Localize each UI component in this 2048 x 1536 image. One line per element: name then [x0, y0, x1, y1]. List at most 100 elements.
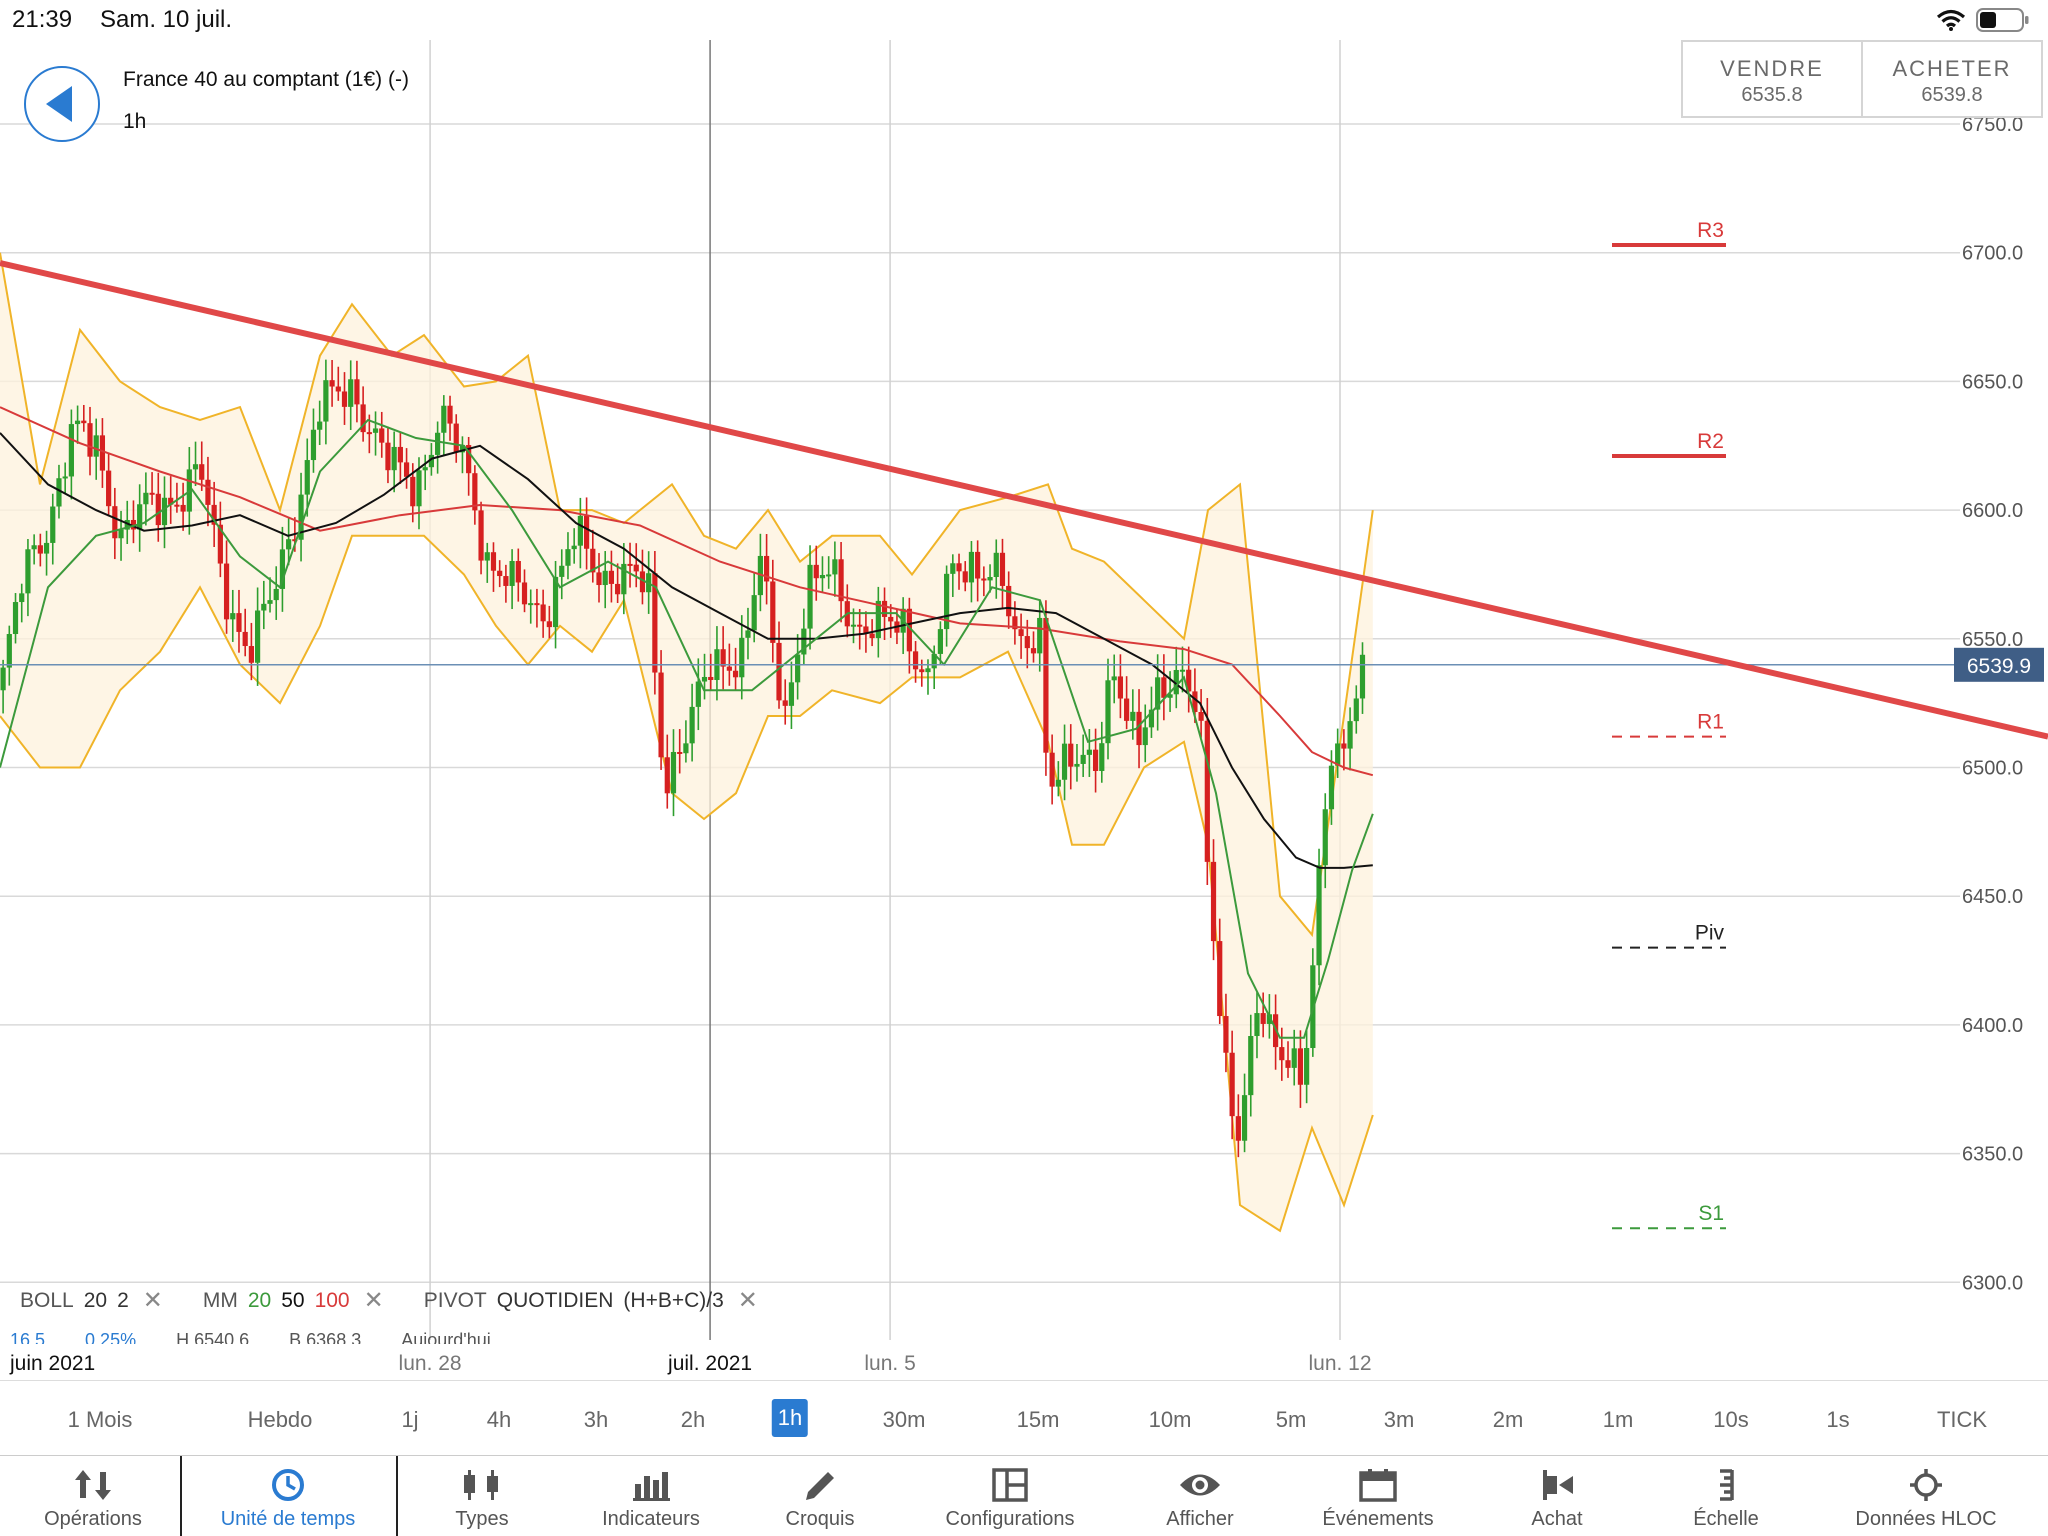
scale-ruler-icon — [1720, 1469, 1734, 1501]
candle-body — [56, 478, 62, 507]
candle-body — [608, 570, 615, 584]
candle-body — [689, 706, 695, 744]
mm-100: 100 — [314, 1288, 350, 1312]
chart-canvas[interactable]: 6300.0 6350.0 6400.0 6450.0 6500.0 6550.0 6600… — [0, 40, 2048, 1380]
candle-body — [298, 494, 304, 540]
candle-body — [1285, 1060, 1291, 1068]
price-chart[interactable]: 6300.0 6350.0 6400.0 6450.0 6500.0 6550.0 6600… — [0, 40, 2048, 1380]
candle-body — [391, 446, 397, 471]
remove-boll-icon[interactable]: ✕ — [142, 1287, 163, 1314]
sell-button[interactable]: VENDRE 6535.8 — [1683, 42, 1861, 116]
candle-body — [1322, 809, 1328, 866]
candle-body — [912, 651, 919, 670]
back-button[interactable] — [24, 66, 100, 142]
candle-body — [881, 600, 888, 617]
x-tick-label: lun. 28 — [399, 1352, 462, 1375]
candle-body — [267, 600, 273, 604]
candle-body — [577, 515, 583, 546]
remove-pivot-icon[interactable]: ✕ — [737, 1287, 758, 1314]
y-tick-label: 6350.0 — [1962, 1144, 2023, 1166]
candle-body — [62, 476, 68, 479]
candle-body — [1304, 1048, 1310, 1085]
pivot-name[interactable]: PIVOT — [423, 1288, 487, 1312]
pivot-period: QUOTIDIEN — [496, 1288, 614, 1312]
candle-body — [422, 467, 428, 471]
toolbar-hloc-data[interactable]: Données HLOC — [1826, 1456, 2026, 1536]
status-date: Sam. 10 juil. — [100, 6, 233, 33]
toolbar-time-unit[interactable]: Unité de temps — [183, 1456, 393, 1536]
toolbar-indicators[interactable]: Indicateurs — [566, 1456, 736, 1536]
candle-body — [199, 464, 205, 480]
y-tick-label: 6550.0 — [1962, 629, 2023, 651]
pencil-icon — [806, 1472, 834, 1500]
timeframe-1m[interactable]: 1m — [1602, 1407, 1634, 1432]
toolbar-operations[interactable]: Opérations — [3, 1456, 183, 1536]
candle-body — [1161, 677, 1167, 698]
candle-body — [615, 583, 621, 595]
toolbar-scale[interactable]: Échelle — [1656, 1456, 1796, 1536]
timeframe-3h[interactable]: 3h — [583, 1407, 609, 1432]
candle-body — [906, 608, 912, 652]
toolbar-sketch[interactable]: Croquis — [745, 1456, 895, 1536]
timeframe-hebdo[interactable]: Hebdo — [247, 1407, 313, 1432]
candle-body — [968, 551, 975, 583]
candle-body — [565, 549, 571, 566]
remove-mm-icon[interactable]: ✕ — [363, 1287, 384, 1314]
candle-body — [1316, 865, 1322, 966]
indicator-value: 16.5 — [10, 1330, 46, 1344]
timeframe-1h[interactable]: 1h — [771, 1399, 809, 1437]
toolbar-events[interactable]: Événements — [1288, 1456, 1468, 1536]
candle-body — [341, 391, 348, 407]
candle-body — [19, 593, 25, 603]
timeframe-1-mois[interactable]: 1 Mois — [67, 1407, 133, 1432]
candle-body — [1241, 1095, 1248, 1141]
timeframe-4h[interactable]: 4h — [486, 1407, 512, 1432]
candle-body — [1229, 1052, 1235, 1117]
timeframe-10m[interactable]: 10m — [1148, 1407, 1192, 1432]
toolbar-types[interactable]: Types — [402, 1456, 562, 1536]
toolbar-display[interactable]: Afficher — [1125, 1456, 1275, 1536]
y-tick-label: 6500.0 — [1962, 758, 2023, 780]
timeframe-30m[interactable]: 30m — [882, 1407, 926, 1432]
boll-name[interactable]: BOLL — [20, 1288, 74, 1312]
x-tick-label: juin 2021 — [9, 1352, 95, 1375]
ma100-line — [0, 406, 1374, 777]
candle-body — [683, 743, 689, 754]
candle-body — [379, 428, 385, 443]
toolbar-configurations[interactable]: Configurations — [910, 1456, 1110, 1536]
calendar-icon — [1359, 1469, 1397, 1502]
indicator-value: B 6368.3 — [289, 1330, 362, 1344]
timeframe-3m[interactable]: 3m — [1383, 1407, 1415, 1432]
timeframe-tick[interactable]: TICK — [1936, 1407, 1988, 1432]
candle-body — [590, 548, 596, 573]
mm-name[interactable]: MM — [202, 1288, 238, 1312]
candle-body — [857, 624, 863, 627]
timeframe-1j[interactable]: 1j — [401, 1407, 419, 1432]
candle-body — [242, 631, 248, 647]
buy-button[interactable]: ACHETER 6539.8 — [1861, 42, 2041, 116]
candle-body — [1037, 617, 1043, 654]
pivot-label-r2: R2 — [1697, 430, 1724, 453]
timeframe-10s[interactable]: 10s — [1713, 1407, 1749, 1432]
candle-body — [838, 559, 844, 602]
candle-body — [155, 493, 161, 526]
toolbar-label: Achat — [1531, 1508, 1583, 1530]
candle-body — [1291, 1048, 1297, 1068]
candle-body — [1018, 629, 1024, 637]
candle-body — [571, 545, 577, 550]
timeframe-5m[interactable]: 5m — [1275, 1407, 1307, 1432]
candle-body — [1297, 1048, 1304, 1085]
toolbar-label: Types — [455, 1508, 509, 1530]
toolbar-buy[interactable]: Achat — [1487, 1456, 1627, 1536]
timeframe-1s[interactable]: 1s — [1826, 1407, 1850, 1432]
timeframe-2m[interactable]: 2m — [1492, 1407, 1524, 1432]
candle-body — [1328, 765, 1335, 810]
candle-body — [435, 432, 441, 455]
candle-body — [919, 669, 925, 673]
timeframe-2h[interactable]: 2h — [680, 1407, 706, 1432]
candle-body — [546, 621, 552, 628]
timeframe-15m[interactable]: 15m — [1016, 1407, 1060, 1432]
candle-body — [304, 460, 310, 495]
candle-body — [211, 504, 217, 525]
candle-body — [925, 668, 931, 673]
